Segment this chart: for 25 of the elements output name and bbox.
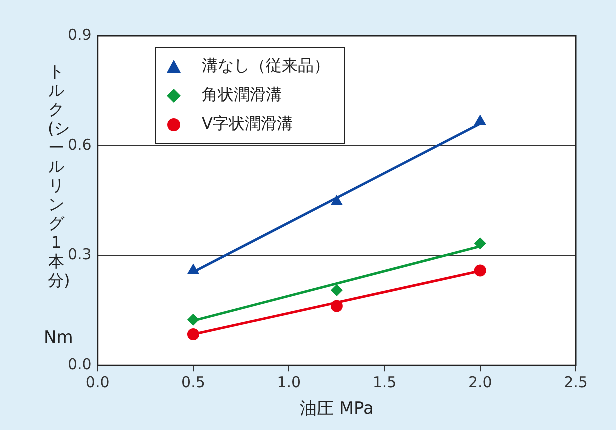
point [474,114,486,126]
legend-label: 溝なし（従来品） [202,56,330,77]
point [187,314,200,326]
text: Nm [44,328,74,348]
y-tick-label: 0.3 [68,246,92,264]
point [330,194,343,206]
x-axis-title: 油圧 MPa [300,399,374,420]
point [330,284,343,297]
x-tick-label: 2.0 [468,373,492,392]
point [187,264,200,274]
y-tick-label: 0.0 [68,355,92,374]
point [474,264,486,277]
y-tick-label: 0.9 [68,26,92,44]
x-tick-label: 1.5 [372,373,397,392]
x-tick-label: 0.5 [182,373,206,392]
legend-label: 角状潤滑溝 [202,85,282,106]
point [474,238,486,250]
point [330,300,343,312]
x-tick-label: 1.0 [277,373,302,392]
legend-label: V字状潤滑溝 [202,114,293,135]
y-tick-label: 0.6 [68,136,92,154]
x-tick-label: 2.5 [564,373,588,392]
x-tick-label: 0.0 [86,373,110,392]
point [187,328,200,340]
text: トルク(シールリング1本分) [48,62,70,290]
